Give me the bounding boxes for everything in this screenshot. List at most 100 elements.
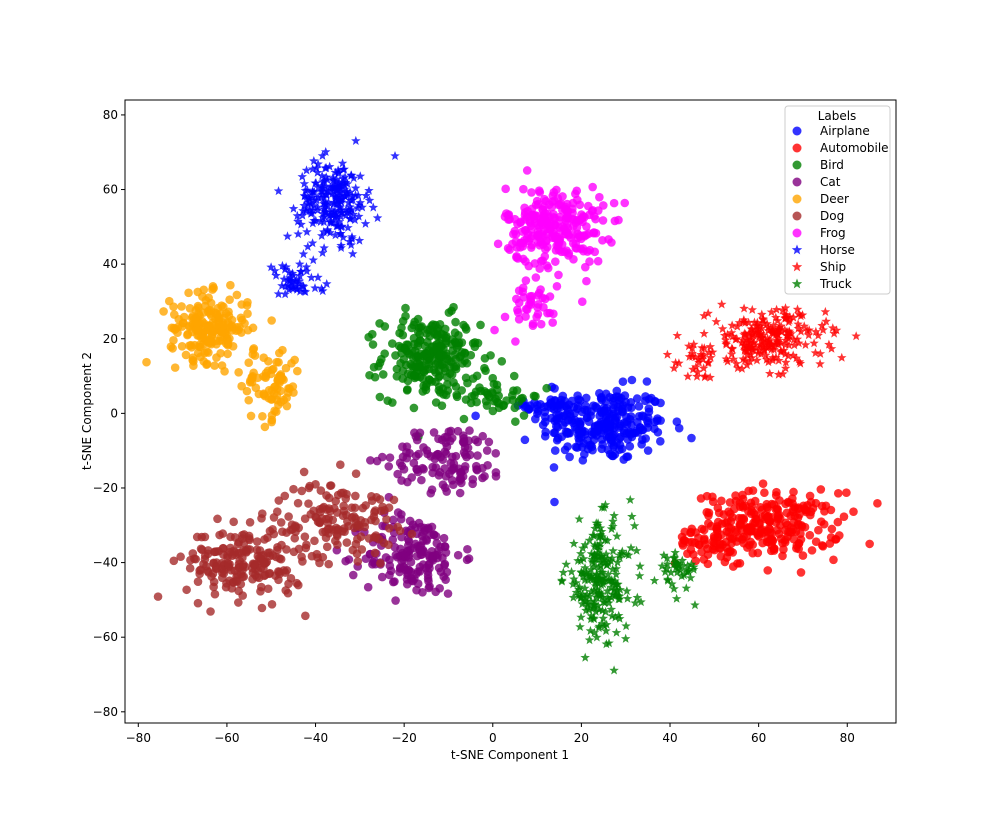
- data-point: [325, 182, 336, 191]
- data-point: [397, 476, 406, 485]
- data-point: [153, 592, 163, 601]
- data-point: [432, 343, 441, 352]
- data-point: [358, 503, 368, 513]
- data-point: [591, 228, 601, 238]
- data-point: [720, 330, 730, 340]
- data-point: [569, 574, 579, 584]
- data-point: [558, 205, 567, 215]
- data-point: [209, 327, 218, 337]
- data-point: [340, 172, 350, 182]
- data-point: [568, 198, 578, 208]
- data-point: [674, 423, 684, 433]
- data-point: [445, 436, 455, 446]
- data-point: [324, 504, 334, 513]
- data-point: [179, 312, 189, 322]
- data-point: [244, 395, 254, 405]
- data-point: [725, 509, 735, 518]
- data-point: [311, 215, 321, 225]
- data-point: [574, 417, 583, 426]
- data-point: [435, 467, 445, 477]
- data-point: [791, 353, 802, 363]
- data-point: [589, 614, 599, 624]
- data-point: [267, 316, 276, 325]
- data-point: [466, 350, 476, 360]
- data-point: [774, 325, 784, 335]
- data-point: [698, 363, 709, 373]
- data-point: [615, 613, 625, 623]
- data-point: [584, 591, 595, 601]
- data-point: [577, 214, 587, 223]
- data-point: [773, 333, 783, 343]
- data-point: [780, 349, 791, 359]
- data-point: [497, 356, 507, 366]
- data-point: [320, 163, 330, 173]
- data-point: [318, 552, 328, 562]
- data-point: [694, 357, 704, 367]
- data-point: [197, 545, 207, 555]
- data-point: [585, 625, 596, 635]
- data-point: [542, 383, 551, 393]
- data-point: [758, 341, 768, 351]
- data-point: [837, 352, 847, 362]
- data-point: [288, 382, 298, 391]
- data-point: [608, 589, 618, 599]
- data-point: [385, 453, 395, 462]
- data-point: [328, 209, 339, 219]
- data-point: [561, 401, 571, 411]
- data-point: [614, 610, 624, 620]
- data-point: [672, 417, 682, 427]
- data-point: [204, 338, 214, 348]
- data-point: [865, 539, 874, 549]
- data-point: [319, 243, 329, 253]
- data-point: [411, 432, 421, 441]
- data-point: [769, 500, 779, 509]
- data-point: [361, 190, 371, 200]
- data-point: [193, 598, 203, 608]
- data-point: [311, 163, 322, 173]
- data-point: [552, 410, 561, 419]
- data-point: [578, 456, 588, 465]
- data-point: [593, 548, 603, 557]
- data-point: [692, 371, 702, 381]
- data-point: [350, 215, 360, 225]
- data-point: [511, 417, 520, 426]
- data-point: [480, 472, 489, 481]
- data-point: [377, 572, 387, 582]
- data-point: [587, 430, 597, 439]
- data-point: [511, 337, 520, 346]
- data-point: [431, 377, 440, 387]
- data-point: [580, 652, 590, 662]
- data-point: [816, 485, 826, 494]
- data-point: [611, 569, 621, 579]
- data-point: [761, 354, 772, 364]
- data-point: [792, 304, 803, 314]
- data-point: [772, 336, 782, 346]
- data-point: [462, 358, 472, 368]
- data-point: [518, 227, 527, 236]
- data-point: [455, 488, 465, 498]
- data-point: [754, 345, 764, 355]
- data-point: [348, 570, 358, 580]
- data-point: [580, 539, 590, 549]
- data-point: [334, 191, 344, 201]
- data-point: [740, 344, 750, 354]
- data-point: [360, 218, 371, 228]
- data-point: [574, 514, 584, 524]
- data-point: [667, 579, 677, 589]
- data-point: [354, 235, 365, 245]
- data-point: [325, 227, 335, 237]
- data-point: [787, 528, 797, 537]
- data-point: [798, 551, 808, 560]
- data-point: [324, 161, 335, 171]
- data-point: [601, 619, 612, 629]
- x-tick-label: 20: [574, 731, 589, 745]
- data-point: [292, 283, 302, 293]
- data-point: [703, 308, 713, 318]
- data-point: [224, 311, 234, 321]
- data-point: [691, 528, 700, 537]
- data-point: [556, 199, 566, 208]
- data-point: [727, 320, 737, 330]
- data-point: [209, 582, 218, 592]
- data-point: [572, 186, 582, 196]
- data-point: [778, 551, 787, 561]
